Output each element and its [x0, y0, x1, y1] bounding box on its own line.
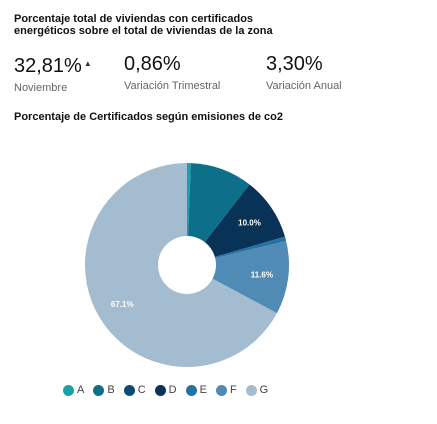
- pie-slice-b[interactable]: [187, 163, 250, 265]
- legend-label: B: [107, 384, 115, 396]
- kpi-variacion-trimestral: 0,86% Variación Trimestral: [124, 53, 220, 92]
- data-label-d: 10.0%: [238, 219, 261, 228]
- kpi-row: 32,81% ▲ Noviembre 0,86% Variación Trimes…: [14, 53, 424, 101]
- legend-dot-icon: [245, 384, 257, 396]
- legend-dot-icon: [154, 384, 166, 396]
- legend-dot-icon: [123, 384, 135, 396]
- kpi-value: 0,86%: [124, 53, 181, 75]
- arrow-up-icon: ▲: [83, 59, 92, 68]
- legend-label: D: [168, 384, 177, 396]
- data-label-g: 67.1%: [111, 300, 134, 309]
- kpi-variacion-anual: 3,30% Variación Anual: [266, 53, 342, 92]
- kpi-value: 3,30%: [266, 53, 323, 75]
- legend-dot-icon: [63, 384, 74, 396]
- pie-slice-d[interactable]: [187, 184, 285, 265]
- legend-label: E: [199, 384, 207, 396]
- legend-item-e[interactable]: E: [185, 384, 207, 396]
- legend-item-c[interactable]: C: [123, 384, 146, 396]
- legend-dot-icon: [215, 384, 227, 396]
- legend-item-d[interactable]: D: [154, 384, 177, 396]
- legend-label: A: [77, 384, 85, 396]
- legend-dot-icon: [185, 384, 197, 396]
- chart-title: Porcentaje de Certificados según emision…: [14, 111, 283, 123]
- kpi-noviembre: 32,81% ▲ Noviembre: [14, 53, 92, 94]
- chart-legend: A B C D E F G: [63, 384, 268, 396]
- kpi-label: Noviembre: [14, 82, 68, 94]
- page-title: Porcentaje total de viviendas con certif…: [14, 13, 273, 37]
- legend-item-b[interactable]: B: [93, 384, 115, 396]
- donut-hole: [158, 236, 216, 294]
- data-label-f: 11.6%: [251, 271, 273, 280]
- kpi-value: 32,81%: [14, 55, 82, 77]
- kpi-label: Variación Anual: [266, 80, 342, 92]
- legend-item-f[interactable]: F: [215, 384, 237, 396]
- legend-item-g[interactable]: G: [245, 384, 269, 396]
- legend-label: G: [259, 384, 269, 396]
- legend-item-a[interactable]: A: [63, 384, 84, 396]
- legend-label: F: [229, 384, 237, 396]
- legend-label: C: [137, 384, 146, 396]
- kpi-label: Variación Trimestral: [124, 80, 221, 92]
- legend-dot-icon: [93, 384, 105, 396]
